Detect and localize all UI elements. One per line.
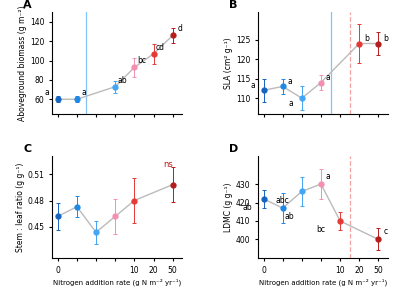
Text: ab: ab [285, 212, 294, 221]
Y-axis label: Aboveground biomass (g m⁻²): Aboveground biomass (g m⁻²) [18, 5, 27, 121]
X-axis label: Nitrogen addition rate (g N m⁻² yr⁻¹): Nitrogen addition rate (g N m⁻² yr⁻¹) [259, 279, 387, 286]
Text: a: a [326, 172, 330, 181]
Text: ab: ab [242, 203, 252, 212]
X-axis label: Nitrogen addition rate (g N m⁻² yr⁻¹): Nitrogen addition rate (g N m⁻² yr⁻¹) [53, 279, 181, 286]
Text: a: a [44, 88, 49, 97]
Text: a: a [287, 77, 292, 86]
Text: a: a [288, 99, 293, 108]
Text: bc: bc [316, 225, 325, 234]
Text: c: c [383, 227, 388, 236]
Text: cd: cd [156, 43, 165, 52]
Text: bc: bc [137, 56, 146, 65]
Text: b: b [364, 34, 369, 43]
Text: a: a [250, 80, 255, 90]
Y-axis label: SLA (cm² g⁻¹): SLA (cm² g⁻¹) [224, 37, 233, 89]
Text: B: B [229, 0, 238, 10]
Text: abc: abc [276, 196, 289, 204]
Text: d: d [177, 24, 182, 33]
Y-axis label: Stem : leaf ratio (g g⁻¹): Stem : leaf ratio (g g⁻¹) [16, 162, 24, 252]
Text: A: A [23, 0, 32, 10]
Text: a: a [326, 73, 330, 82]
Text: D: D [229, 144, 238, 154]
Text: ab: ab [117, 76, 127, 84]
Text: ns: ns [163, 161, 173, 169]
Y-axis label: LDMC (g g⁻¹): LDMC (g g⁻¹) [224, 182, 233, 232]
Text: C: C [23, 144, 32, 154]
Text: a: a [82, 88, 86, 97]
Text: b: b [383, 34, 388, 43]
